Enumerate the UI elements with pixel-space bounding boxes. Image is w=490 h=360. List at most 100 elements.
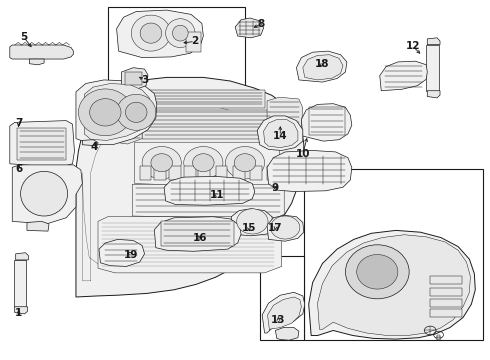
Ellipse shape — [166, 19, 195, 48]
Text: 17: 17 — [268, 222, 283, 233]
Ellipse shape — [78, 89, 132, 136]
Text: 3: 3 — [141, 75, 148, 85]
Ellipse shape — [234, 154, 256, 172]
Ellipse shape — [193, 154, 214, 172]
Polygon shape — [267, 215, 304, 241]
Text: 7: 7 — [15, 118, 23, 128]
Text: 14: 14 — [273, 131, 288, 141]
Bar — [430, 288, 462, 296]
Bar — [142, 110, 272, 139]
Bar — [184, 166, 196, 180]
Polygon shape — [301, 104, 352, 141]
Bar — [426, 45, 439, 91]
Text: 18: 18 — [315, 59, 330, 69]
Polygon shape — [154, 217, 241, 251]
Polygon shape — [309, 230, 475, 339]
Bar — [309, 107, 345, 135]
Polygon shape — [257, 116, 303, 150]
Polygon shape — [267, 97, 303, 131]
Bar — [108, 7, 245, 104]
Polygon shape — [235, 18, 264, 38]
Bar — [125, 72, 142, 85]
Polygon shape — [231, 209, 273, 236]
Text: 10: 10 — [295, 149, 310, 159]
Text: 9: 9 — [272, 183, 279, 193]
Ellipse shape — [142, 147, 181, 179]
Bar — [169, 166, 181, 180]
Bar — [233, 166, 245, 180]
Bar — [186, 32, 201, 52]
Text: 15: 15 — [242, 222, 256, 233]
Polygon shape — [99, 239, 145, 266]
Bar — [14, 260, 26, 307]
Polygon shape — [264, 120, 298, 148]
Ellipse shape — [270, 216, 300, 239]
Polygon shape — [268, 297, 301, 330]
Polygon shape — [27, 221, 49, 231]
Bar — [250, 166, 262, 180]
Polygon shape — [10, 121, 74, 167]
Text: 1: 1 — [15, 308, 22, 318]
Polygon shape — [275, 328, 299, 340]
Ellipse shape — [237, 209, 268, 234]
Ellipse shape — [184, 147, 223, 179]
Ellipse shape — [140, 23, 162, 43]
Polygon shape — [122, 68, 148, 89]
Ellipse shape — [117, 94, 156, 130]
Bar — [216, 166, 227, 180]
Polygon shape — [76, 77, 304, 297]
Polygon shape — [427, 91, 440, 98]
Polygon shape — [10, 45, 74, 59]
Text: 5: 5 — [20, 32, 27, 42]
Bar — [430, 309, 462, 317]
Text: 19: 19 — [124, 250, 139, 260]
Bar — [437, 335, 440, 340]
Bar — [430, 299, 462, 307]
Polygon shape — [84, 84, 151, 140]
Polygon shape — [267, 150, 352, 192]
Text: 8: 8 — [257, 19, 264, 30]
Ellipse shape — [172, 25, 188, 41]
Polygon shape — [135, 142, 279, 188]
Bar — [304, 169, 483, 340]
Ellipse shape — [125, 102, 147, 122]
Polygon shape — [12, 165, 82, 224]
Bar — [267, 166, 279, 180]
Text: 12: 12 — [405, 41, 420, 51]
Polygon shape — [29, 59, 44, 65]
Polygon shape — [117, 10, 203, 58]
Polygon shape — [82, 140, 98, 146]
Polygon shape — [15, 307, 27, 314]
Ellipse shape — [345, 245, 409, 299]
Ellipse shape — [131, 15, 171, 51]
Polygon shape — [427, 38, 440, 45]
Text: 11: 11 — [209, 190, 224, 200]
Ellipse shape — [21, 171, 68, 216]
Polygon shape — [380, 61, 427, 91]
Text: 6: 6 — [15, 164, 22, 174]
Text: 2: 2 — [192, 36, 198, 46]
Polygon shape — [164, 176, 255, 205]
Text: 4: 4 — [90, 142, 98, 152]
Polygon shape — [103, 101, 142, 144]
Ellipse shape — [225, 147, 265, 179]
Ellipse shape — [151, 154, 172, 172]
Bar — [260, 256, 304, 340]
Polygon shape — [76, 80, 157, 145]
Bar — [198, 166, 210, 180]
Bar — [154, 166, 166, 180]
Ellipse shape — [357, 255, 398, 289]
Polygon shape — [132, 184, 284, 219]
Bar — [17, 128, 66, 160]
Ellipse shape — [90, 99, 121, 126]
Polygon shape — [98, 217, 282, 273]
Bar — [161, 221, 234, 246]
Polygon shape — [262, 292, 305, 333]
Polygon shape — [318, 235, 470, 336]
Bar — [145, 90, 265, 108]
Text: 13: 13 — [271, 315, 286, 325]
Polygon shape — [296, 51, 347, 82]
Polygon shape — [303, 55, 343, 80]
Bar — [430, 276, 462, 284]
Text: 16: 16 — [193, 233, 207, 243]
